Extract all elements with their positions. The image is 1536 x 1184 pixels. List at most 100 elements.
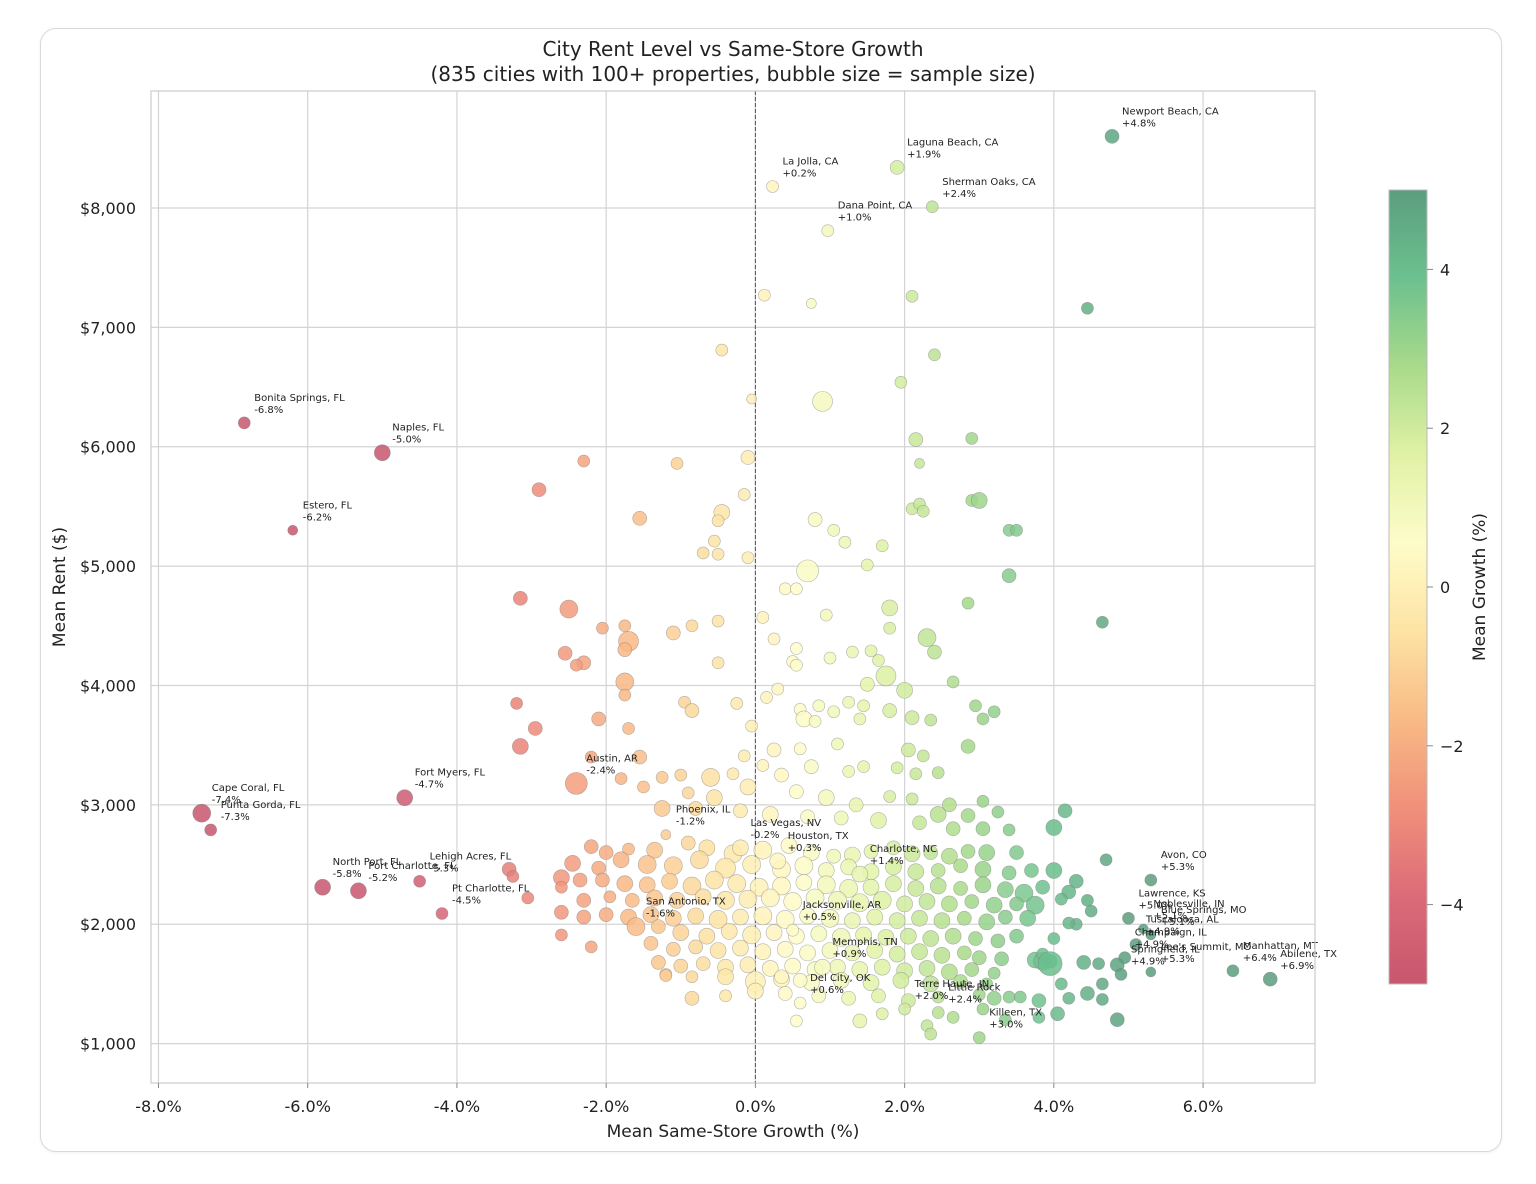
data-point (922, 930, 940, 947)
data-point (1045, 862, 1063, 879)
data-point (576, 893, 592, 908)
data-point (701, 768, 720, 787)
point-label-name: Springfield, IL (1131, 944, 1200, 955)
data-point (929, 806, 947, 823)
data-point (1024, 863, 1039, 878)
data-point (726, 767, 740, 781)
data-point (903, 845, 921, 863)
point-label-name: Terre Haute, IN (914, 979, 990, 990)
data-point (904, 710, 920, 726)
data-point (666, 625, 681, 641)
point-label-name: Jacksonville, AR (802, 900, 882, 911)
labeled-data-point (732, 839, 749, 857)
data-point (557, 645, 573, 661)
data-point (964, 894, 980, 909)
data-point (584, 940, 598, 954)
data-point (595, 872, 610, 888)
point-label-growth: +3.0% (989, 1020, 1023, 1031)
data-point (961, 596, 975, 610)
point-label-name: Estero, FL (303, 500, 353, 511)
data-point (826, 848, 842, 864)
data-point (1001, 865, 1017, 881)
data-point (766, 742, 782, 758)
labeled-data-point (660, 829, 672, 841)
data-point (820, 908, 840, 928)
labeled-data-point (1145, 966, 1157, 978)
data-point (531, 482, 547, 498)
data-point (1045, 819, 1063, 836)
labeled-data-point (1262, 971, 1278, 987)
y-tick-label: $2,000 (80, 915, 136, 934)
data-point (885, 875, 902, 892)
point-label-growth: -4.7% (415, 780, 444, 791)
labeled-data-point (1144, 873, 1158, 887)
point-label-growth: +2.4% (948, 995, 982, 1006)
data-point (1062, 916, 1076, 930)
data-point (720, 923, 738, 940)
colorbar-tick-label: 2 (1440, 419, 1450, 438)
data-point (930, 863, 946, 878)
data-point (527, 721, 543, 736)
data-point (812, 699, 826, 713)
data-point (970, 492, 988, 509)
data-point (778, 582, 792, 596)
point-label-name: Del City, OK (810, 973, 871, 984)
point-label-growth: -0.2% (750, 830, 779, 841)
data-point (1019, 909, 1037, 927)
data-point (968, 931, 983, 946)
labeled-data-point (1226, 964, 1240, 978)
data-point (1009, 845, 1024, 860)
data-point (908, 432, 924, 447)
y-tick-label: $4,000 (80, 676, 136, 695)
data-point (885, 858, 902, 876)
data-point (846, 645, 859, 659)
labeled-data-point (565, 772, 588, 795)
data-point (737, 488, 751, 501)
colorbar-tick-label: −4 (1440, 896, 1464, 915)
point-label-name: Houston, TX (788, 831, 849, 842)
data-point (994, 951, 1009, 967)
data-point (794, 856, 814, 876)
data-point (670, 457, 684, 470)
data-point (1068, 873, 1084, 889)
data-point (872, 654, 885, 667)
colorbar-tick-label: −2 (1440, 737, 1464, 756)
data-point (976, 712, 990, 726)
data-point (881, 599, 898, 617)
data-point (614, 772, 628, 785)
data-point (765, 924, 783, 941)
data-points (192, 129, 1278, 1044)
data-point (844, 944, 861, 962)
data-point (905, 290, 919, 303)
data-point (696, 546, 710, 560)
data-point (756, 759, 770, 772)
data-point (762, 806, 779, 823)
data-point (941, 895, 958, 913)
data-point (596, 621, 609, 635)
data-point (694, 888, 712, 906)
data-point (1002, 990, 1016, 1004)
data-point (864, 644, 878, 658)
point-label-growth: +1.9% (907, 149, 941, 160)
data-point (965, 432, 979, 445)
data-point (695, 956, 711, 971)
colorbar-tick-label: 4 (1440, 260, 1450, 279)
point-label-name: Phoenix, IL (676, 805, 731, 816)
data-point (772, 876, 791, 896)
labeled-data-point (1104, 129, 1120, 144)
data-point (510, 697, 523, 710)
data-point (896, 681, 913, 699)
data-point (872, 891, 892, 910)
data-point (570, 658, 583, 672)
data-point (1057, 803, 1073, 819)
y-tick-label: $3,000 (80, 796, 136, 815)
data-point (964, 962, 980, 977)
data-point (888, 912, 906, 929)
data-point (598, 907, 614, 922)
data-point (711, 656, 725, 670)
x-tick-label: -2.0% (583, 1097, 629, 1116)
data-point (990, 933, 1006, 949)
point-label-growth: -1.2% (676, 817, 705, 828)
data-point (653, 800, 671, 817)
